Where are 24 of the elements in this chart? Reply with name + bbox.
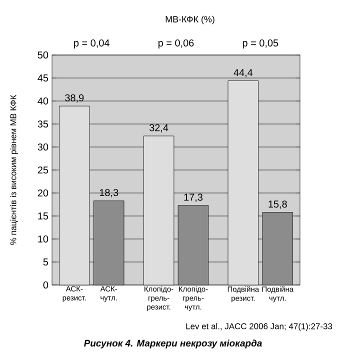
text: p = 0,06 [158, 39, 194, 48]
y-tick-label: 15 [38, 212, 48, 220]
y-tick-label: 5 [43, 258, 48, 266]
text: p = 0,05 [242, 39, 278, 48]
y-tick-label: 45 [38, 74, 48, 82]
y-tick-label: 20 [38, 189, 48, 197]
y-tick-label: 10 [38, 235, 48, 243]
text: Lev et al., JACC 2006 Jan; 47(1):27-33 [186, 323, 332, 331]
y-tick-label: 0 [43, 281, 48, 289]
data-label: 38,9 [65, 94, 84, 103]
y-axis-title: % пацієнтів із високим рівнем МВ КФК [10, 94, 18, 245]
chart-title: МВ-КФК (%) [166, 16, 214, 24]
text: p = 0,04 [74, 39, 110, 48]
data-label: 17,3 [184, 194, 202, 202]
y-tick-label: 30 [38, 143, 48, 151]
y-tick-label: 35 [38, 120, 48, 128]
data-label: 15,8 [268, 200, 287, 209]
y-tick-label: 25 [38, 166, 48, 174]
y-tick-label: 40 [38, 97, 48, 105]
text: Рисунок 4. Маркери некрозу міокарда [84, 340, 262, 348]
y-tick-label: 50 [38, 51, 48, 59]
data-label: 32,4 [149, 124, 168, 132]
data-label: 44,4 [234, 69, 253, 78]
data-label: 18,3 [100, 189, 118, 198]
